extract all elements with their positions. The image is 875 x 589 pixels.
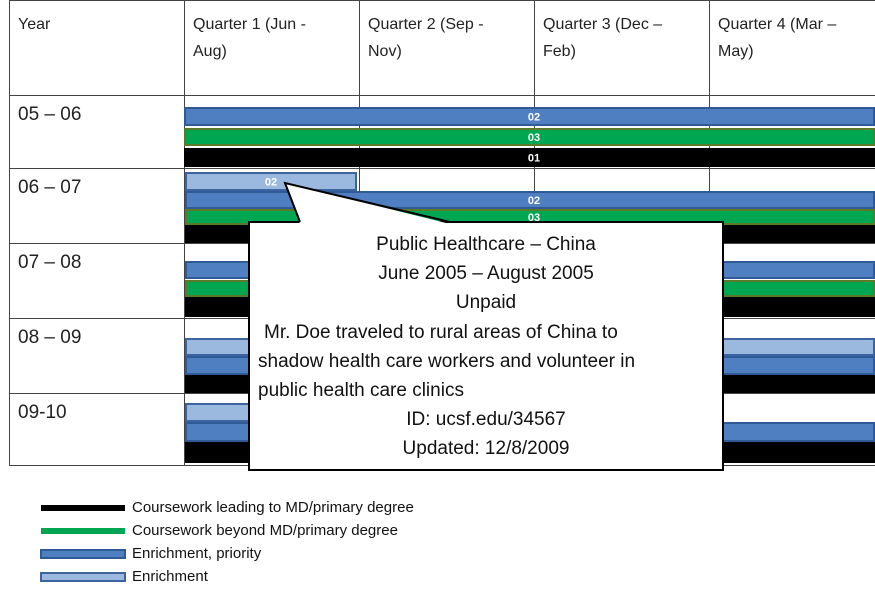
bar-label: 02 [528,111,540,123]
tooltip: Public Healthcare – China June 2005 – Au… [248,181,724,471]
tooltip-description: public health care clinics [258,380,464,401]
bar-label: 03 [528,212,540,224]
legend-swatch [40,572,126,582]
tooltip-id: ID: ucsf.edu/34567 [406,409,566,430]
legend-label: Coursework beyond MD/primary degree [132,522,398,539]
tooltip-description: shadow health care workers and volunteer… [258,351,635,372]
tooltip-box [248,221,724,471]
header-cell: Quarter 3 (Dec – [543,16,662,33]
tooltip-dates: June 2005 – August 2005 [378,263,594,284]
bar-label: 01 [528,152,540,164]
legend-label: Enrichment, priority [132,545,262,562]
legend-label: Coursework leading to MD/primary degree [132,499,414,516]
tooltip-updated: Updated: 12/8/2009 [403,438,570,459]
legend-swatch [41,505,125,511]
header-cell: May) [718,43,754,60]
header-cell: Feb) [543,43,576,60]
timeline-bar [184,148,875,167]
table-text: Year Quarter 1 (Jun - Aug) Quarter 2 (Sep -… [18,16,836,423]
legend-swatch [41,528,125,534]
year-cell: 09-10 [18,402,67,423]
tooltip-pay: Unpaid [456,292,516,313]
header-cell: Aug) [193,43,227,60]
header-cell: Quarter 4 (Mar – [718,16,836,33]
legend-swatch [40,549,126,559]
year-cell: 05 – 06 [18,104,81,125]
legend: Coursework leading to MD/primary degree C… [40,499,414,585]
tooltip-pointer [283,181,451,223]
header-cell: Quarter 1 (Jun - [193,16,306,33]
bar-label: 02 [528,195,540,207]
tooltip-description: Mr. Doe traveled to rural areas of China… [264,322,618,343]
year-cell: 07 – 08 [18,252,81,273]
year-cell: 08 – 09 [18,327,81,348]
bar-label: 02 [265,176,277,188]
year-cell: 06 – 07 [18,177,81,198]
bar-label: 03 [528,132,540,144]
legend-label: Enrichment [132,568,209,585]
header-cell: Quarter 2 (Sep - [368,16,484,33]
header-cell: Nov) [368,43,402,60]
timeline-bar [184,128,875,146]
tooltip-title: Public Healthcare – China [376,234,596,255]
timeline-bar [185,172,357,191]
header-cell: Year [18,16,51,33]
timeline-bar [184,107,875,126]
